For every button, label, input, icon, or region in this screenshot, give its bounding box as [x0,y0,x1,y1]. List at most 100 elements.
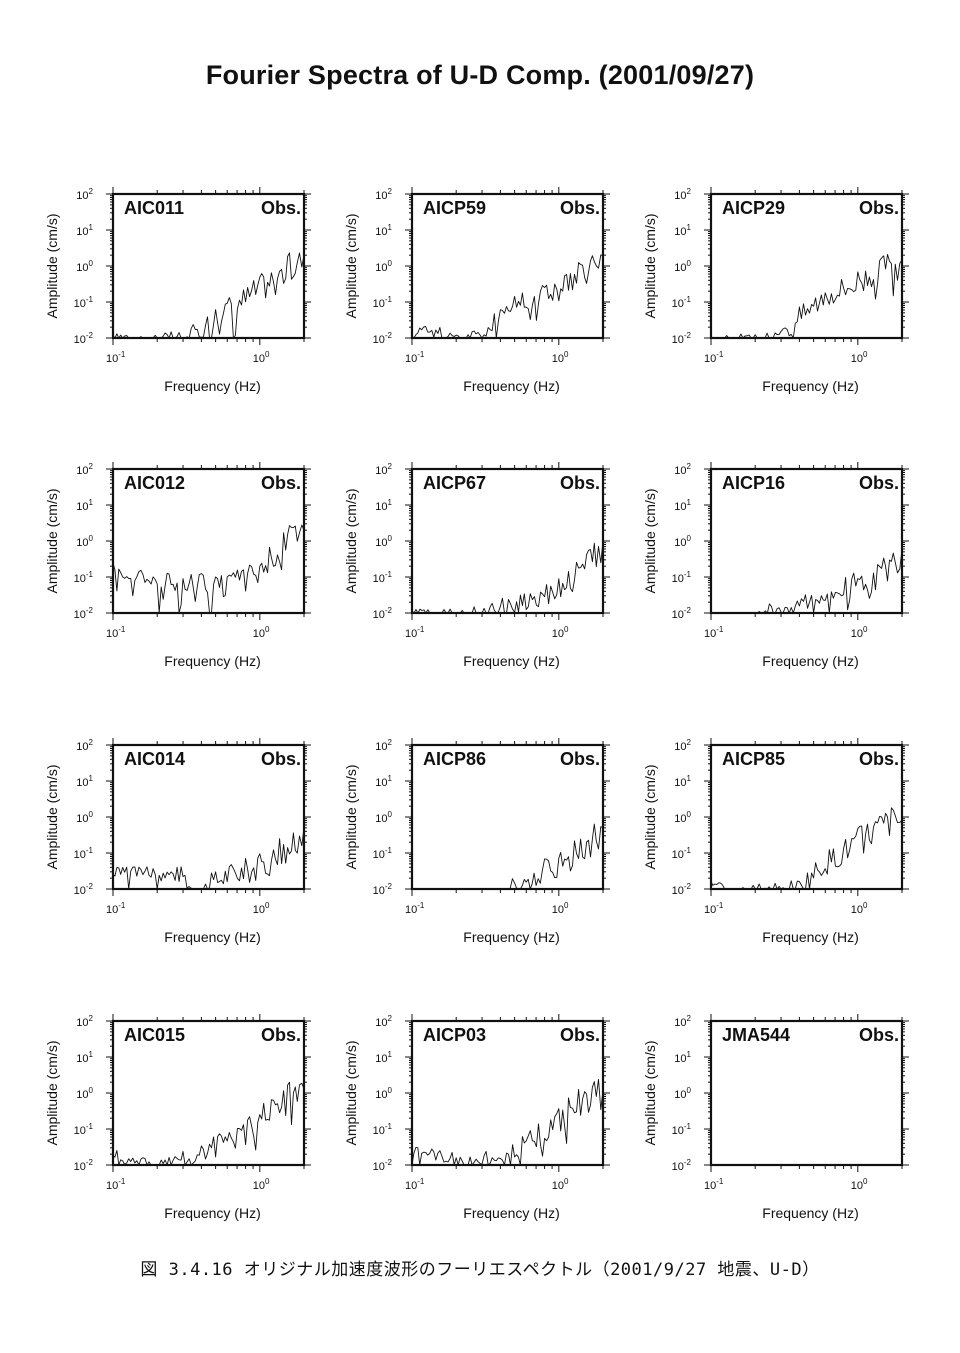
y-tick-label: 102 [375,187,392,202]
spectrum-line [411,1078,604,1166]
y-tick-label: 10-2 [373,606,393,621]
x-tick-label: 10-1 [405,350,425,365]
x-tick-label: 10-1 [405,901,425,916]
x-tick-exponent: -1 [716,350,724,359]
y-tick-label: 102 [76,738,93,753]
y-tick-exponent: 1 [89,498,94,507]
x-tick-label: 100 [253,901,270,916]
station-label: AIC011 [124,198,184,218]
y-tick-exponent: 1 [388,1050,393,1059]
y-tick-label: 10-1 [672,1122,692,1137]
y-tick-label: 10-2 [74,606,94,621]
x-tick-exponent: -1 [118,901,126,910]
obs-label: Obs. [560,749,600,769]
y-tick-label: 10-2 [672,331,692,346]
x-tick-label: 10-1 [405,1177,425,1192]
y-tick-exponent: 2 [388,738,393,747]
y-tick-label: 10-2 [373,1158,393,1173]
y-axis-label: Amplitude (cm/s) [44,213,60,318]
y-tick-exponent: -2 [684,882,692,891]
y-tick-exponent: 1 [89,223,94,232]
y-tick-label: 100 [375,1086,392,1101]
y-tick-exponent: -2 [385,1158,393,1167]
spectrum-line [411,254,604,339]
y-tick-label: 10-1 [74,1122,94,1137]
y-axis-label: Amplitude (cm/s) [642,1040,658,1145]
y-tick-exponent: 1 [89,774,94,783]
x-tick-exponent: -1 [716,901,724,910]
y-tick-exponent: -2 [86,331,94,340]
spectrum-line [755,548,903,614]
y-tick-label: 101 [674,774,691,789]
y-tick-exponent: 1 [388,774,393,783]
x-axis-label: Frequency (Hz) [463,653,559,669]
obs-label: Obs. [261,749,301,769]
y-tick-exponent: 2 [89,738,94,747]
y-tick-exponent: -1 [684,1122,692,1131]
y-tick-exponent: -2 [86,882,94,891]
y-tick-label: 10-1 [74,295,94,310]
y-tick-exponent: -1 [385,570,393,579]
y-tick-exponent: -1 [684,295,692,304]
x-axis-label: Frequency (Hz) [463,378,559,394]
y-tick-label: 100 [375,259,392,274]
plot-frame [709,743,904,891]
x-tick-exponent: 0 [564,625,569,634]
y-tick-label: 100 [674,810,691,825]
x-axis-label: Frequency (Hz) [164,929,260,945]
x-tick-exponent: 0 [564,1177,569,1186]
y-tick-exponent: 0 [388,534,393,543]
y-tick-label: 10-1 [373,570,393,585]
y-tick-exponent: 2 [687,738,692,747]
y-tick-label: 101 [674,1050,691,1065]
spectrum-line [711,253,903,339]
x-tick-label: 100 [253,625,270,640]
y-tick-label: 101 [375,223,392,238]
y-tick-exponent: -2 [86,606,94,615]
y-tick-exponent: 0 [89,1086,94,1095]
y-tick-exponent: 1 [388,498,393,507]
y-tick-label: 101 [375,1050,392,1065]
x-tick-label: 10-1 [704,1177,724,1192]
x-tick-label: 10-1 [704,625,724,640]
x-tick-label: 100 [253,1177,270,1192]
plot-frame [111,1019,306,1167]
y-tick-label: 102 [674,738,691,753]
x-tick-label: 100 [851,1177,868,1192]
y-tick-exponent: 1 [687,223,692,232]
station-label: AICP59 [423,198,486,218]
x-tick-exponent: 0 [265,350,270,359]
y-tick-exponent: 0 [89,810,94,819]
y-tick-label: 10-2 [74,331,94,346]
y-tick-label: 10-2 [373,331,393,346]
y-tick-exponent: 0 [687,1086,692,1095]
obs-label: Obs. [859,1025,899,1045]
y-tick-exponent: 2 [388,187,393,196]
y-axis-label: Amplitude (cm/s) [642,213,658,318]
plot-frame [111,467,306,615]
page-title: Fourier Spectra of U-D Comp. (2001/09/27… [205,60,755,90]
y-tick-exponent: -1 [86,846,94,855]
y-tick-exponent: 1 [687,498,692,507]
obs-label: Obs. [261,1025,301,1045]
x-tick-label: 10-1 [704,901,724,916]
obs-label: Obs. [560,473,600,493]
plot-frame [111,192,306,340]
spectrum-line [507,823,604,890]
x-tick-label: 10-1 [106,901,126,916]
plot-frame [410,1019,605,1167]
y-tick-exponent: 0 [687,259,692,268]
y-tick-exponent: 0 [687,534,692,543]
y-tick-label: 10-2 [74,882,94,897]
x-tick-label: 100 [552,350,569,365]
y-tick-label: 100 [76,1086,93,1101]
x-tick-exponent: 0 [863,1177,868,1186]
y-tick-label: 102 [76,1014,93,1029]
x-axis-label: Frequency (Hz) [762,378,858,394]
x-tick-label: 100 [851,901,868,916]
x-tick-label: 10-1 [405,625,425,640]
